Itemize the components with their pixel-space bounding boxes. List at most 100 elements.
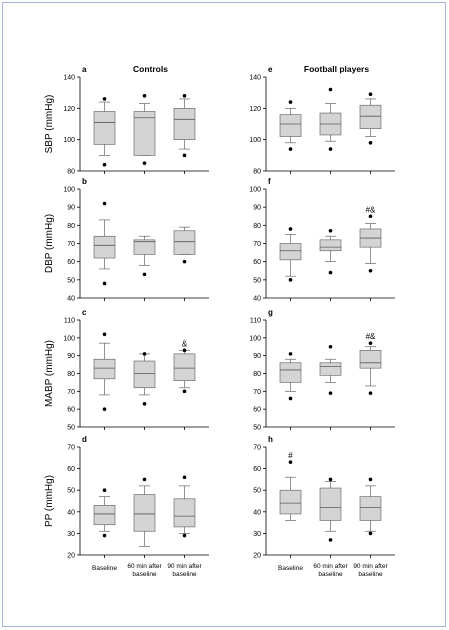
box (359, 350, 382, 369)
y-tick-label: 100 (249, 187, 261, 194)
outlier-point (288, 278, 293, 282)
y-axis-label: SBP (mmHg) (44, 95, 55, 154)
group-title: Football players (304, 64, 369, 74)
y-tick-label: 60 (67, 407, 75, 414)
y-tick-label: 80 (67, 169, 75, 176)
box (359, 496, 382, 521)
box (279, 489, 302, 515)
box (173, 353, 196, 381)
box (173, 230, 196, 255)
y-tick-label: 100 (249, 335, 261, 342)
outlier-point (182, 389, 187, 394)
significance-annotation: # (288, 451, 293, 460)
box (133, 360, 156, 389)
y-tick-label: 140 (249, 75, 261, 82)
outlier-point (368, 92, 373, 97)
panel-letter: f (268, 177, 271, 186)
outlier-point (142, 477, 147, 482)
y-tick-label: 70 (67, 241, 75, 248)
y-tick-label: 50 (67, 425, 75, 432)
x-category-label: 60 min after baseline (127, 563, 162, 578)
outlier-point (288, 147, 293, 151)
outlier-point (288, 100, 293, 104)
box (173, 108, 196, 140)
outlier-point (182, 94, 187, 98)
y-tick-label: 100 (63, 187, 75, 194)
y-tick-label: 70 (253, 389, 261, 396)
outlier-point (368, 391, 373, 395)
y-tick-label: 90 (253, 353, 261, 360)
y-tick-label: 90 (67, 353, 75, 360)
y-axis-label: PP (mmHg) (44, 475, 55, 527)
outlier-point (102, 533, 107, 538)
y-tick-label: 40 (253, 296, 261, 303)
y-tick-label: 50 (253, 425, 261, 432)
outlier-point (328, 147, 333, 151)
y-tick-label: 50 (253, 277, 261, 284)
box (279, 362, 302, 383)
outlier-point (368, 268, 373, 273)
y-tick-label: 80 (67, 223, 75, 230)
outlier-point (142, 272, 147, 277)
x-category-label: 90 min after baseline (167, 563, 202, 578)
y-tick-label: 70 (67, 445, 75, 452)
y-tick-label: 40 (253, 509, 261, 516)
outlier-point (102, 488, 107, 493)
box (319, 362, 342, 376)
box (359, 104, 382, 129)
x-category-label: 60 min after baseline (313, 563, 348, 578)
outlier-point (368, 341, 373, 345)
y-tick-label: 90 (67, 205, 75, 212)
y-tick-label: 80 (253, 371, 261, 378)
x-category-label: 90 min after baseline (353, 563, 388, 578)
y-tick-label: 60 (253, 407, 261, 414)
outlier-point (182, 348, 187, 353)
box (93, 358, 116, 380)
box (133, 494, 156, 532)
y-tick-label: 120 (63, 106, 75, 113)
outlier-point (142, 94, 147, 98)
y-tick-label: 70 (253, 241, 261, 248)
panel-letter: a (82, 65, 87, 74)
y-tick-label: 100 (249, 137, 261, 144)
y-tick-label: 110 (64, 318, 75, 325)
y-tick-label: 80 (67, 371, 75, 378)
y-tick-label: 60 (67, 466, 75, 473)
box (93, 111, 116, 145)
box (319, 487, 342, 521)
outlier-point (328, 228, 333, 233)
y-axis-label: MABP (mmHg) (44, 340, 55, 407)
box (279, 243, 302, 261)
y-tick-label: 50 (253, 488, 261, 495)
outlier-point (142, 161, 147, 165)
y-tick-label: 120 (249, 106, 261, 113)
outlier-point (368, 531, 373, 536)
significance-annotation: #& (366, 205, 376, 214)
outlier-point (102, 281, 107, 286)
x-category-label: Baseline (278, 565, 303, 572)
outlier-point (142, 402, 147, 406)
y-tick-label: 70 (253, 445, 261, 452)
y-tick-label: 50 (67, 277, 75, 284)
y-tick-label: 20 (67, 553, 75, 560)
outlier-point (368, 214, 373, 219)
outlier-point (368, 141, 373, 145)
outlier-point (102, 332, 107, 337)
significance-annotation: #& (366, 332, 376, 341)
y-tick-label: 90 (253, 205, 261, 212)
panel-letter: g (268, 308, 273, 317)
y-tick-label: 40 (67, 296, 75, 303)
outlier-point (182, 259, 187, 264)
outlier-point (288, 460, 293, 464)
outlier-point (288, 396, 293, 401)
y-tick-label: 30 (253, 531, 261, 538)
box (93, 505, 116, 526)
y-tick-label: 80 (253, 223, 261, 230)
y-tick-label: 30 (67, 531, 75, 538)
significance-annotation: & (182, 339, 188, 348)
y-tick-label: 70 (67, 389, 75, 396)
box (133, 111, 156, 156)
y-tick-label: 60 (253, 259, 261, 266)
